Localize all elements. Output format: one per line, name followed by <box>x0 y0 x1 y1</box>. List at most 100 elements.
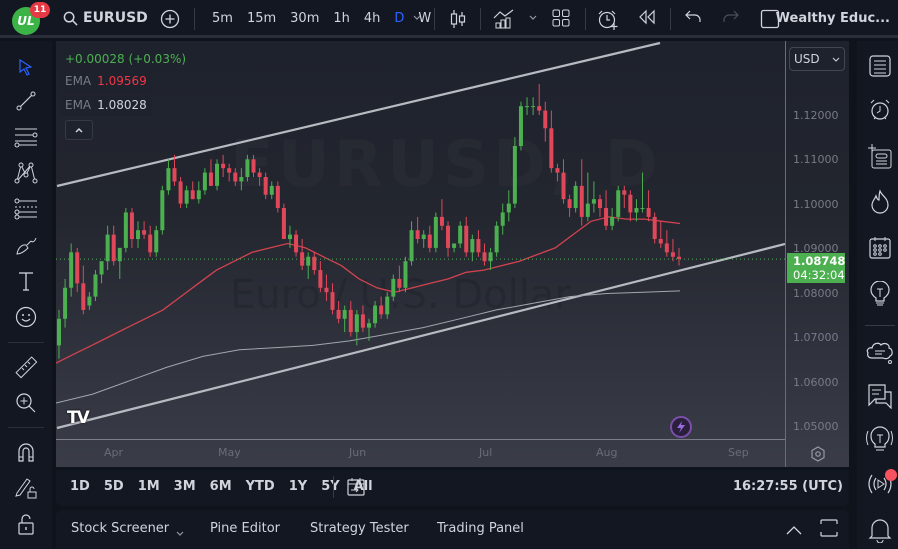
chevron-up-icon <box>786 526 802 535</box>
maximize-panel-button[interactable] <box>820 519 838 541</box>
interval-4h[interactable]: 4h <box>363 11 381 26</box>
data-window-button[interactable] <box>865 141 895 171</box>
expand-panel-button[interactable] <box>785 521 803 540</box>
time-tick: Sep <box>728 446 749 459</box>
data-window-icon <box>868 144 892 169</box>
watchlist-button[interactable] <box>865 51 895 81</box>
compare-add-button[interactable] <box>160 9 180 29</box>
measure-tool[interactable] <box>12 353 40 381</box>
time-tick: May <box>218 446 241 459</box>
range-5d[interactable]: 5D <box>103 479 124 494</box>
right-sidebar <box>853 41 898 549</box>
live-button[interactable] <box>865 469 895 499</box>
layouts-button[interactable] <box>552 9 570 27</box>
price-tick: 1.06000 <box>793 376 839 389</box>
calendar-icon <box>869 237 891 259</box>
ruler-icon <box>15 356 38 379</box>
time-axis-border <box>56 439 785 440</box>
chart-pane[interactable] <box>56 41 849 467</box>
undo-button[interactable] <box>684 9 702 23</box>
interval-15m[interactable]: 15m <box>246 11 277 26</box>
notifications-button[interactable] <box>865 515 895 545</box>
trend-line-tool[interactable] <box>12 87 40 115</box>
horizontal-lines-tool[interactable] <box>12 123 40 151</box>
ema-fast-legend[interactable]: EMA 1.09569 <box>60 72 152 92</box>
screener-dropdown[interactable] <box>175 523 185 542</box>
interval-w[interactable]: W <box>418 11 432 26</box>
interval-5m[interactable]: 5m <box>212 11 233 26</box>
ema-slow-label: EMA <box>65 98 92 112</box>
calendar-button[interactable] <box>865 233 895 263</box>
chart-settings-button[interactable] <box>810 446 826 466</box>
tab-trading-panel[interactable]: Trading Panel <box>437 521 524 536</box>
legend-collapse-button[interactable] <box>65 120 93 140</box>
range-5y[interactable]: 5Y <box>321 479 340 494</box>
unlock-tool[interactable] <box>12 510 40 538</box>
cursor-icon <box>19 58 33 76</box>
events-button[interactable] <box>670 416 692 438</box>
rewind-icon <box>639 9 655 25</box>
range-ytd[interactable]: YTD <box>245 479 275 494</box>
pattern-tool[interactable] <box>12 159 40 187</box>
fullscreen-toggle[interactable] <box>760 9 780 29</box>
chats-button[interactable] <box>865 337 895 367</box>
emoji-tool[interactable] <box>12 303 40 331</box>
chart-type-button[interactable] <box>449 9 467 29</box>
plus-circle-icon <box>160 9 180 29</box>
tab-pine-editor[interactable]: Pine Editor <box>210 521 281 536</box>
fib-tool[interactable] <box>12 195 40 223</box>
create-alert-button[interactable] <box>597 9 619 31</box>
interval-dropdown[interactable] <box>412 12 422 22</box>
search-icon <box>63 11 78 26</box>
range-1y[interactable]: 1Y <box>288 479 308 494</box>
notification-badge: 11 <box>30 2 50 18</box>
range-1d[interactable]: 1D <box>70 479 90 494</box>
replay-button[interactable] <box>638 9 656 25</box>
timezone-clock[interactable]: 16:27:55 (UTC) <box>732 479 843 494</box>
lock-drawings-tool[interactable] <box>12 474 40 502</box>
time-tick: Aug <box>596 446 618 459</box>
interval-selector: 5m 15m 30m 1h 4h D W <box>205 11 438 26</box>
range-3m[interactable]: 3M <box>173 479 196 494</box>
hotlist-button[interactable] <box>865 187 895 217</box>
price-tick: 1.10000 <box>793 198 839 211</box>
alerts-button[interactable] <box>865 95 895 125</box>
tradingview-logo[interactable]: TV <box>67 408 90 428</box>
hotlist-icon <box>871 189 889 214</box>
cursor-tool[interactable] <box>12 53 40 81</box>
alerts-icon <box>870 99 890 120</box>
interval-30m[interactable]: 30m <box>290 11 320 26</box>
symbol-search[interactable]: EURUSD <box>63 10 148 26</box>
ideas-button[interactable] <box>865 279 895 309</box>
interval-d[interactable]: D <box>394 11 405 26</box>
indicators-button[interactable] <box>493 9 515 29</box>
brush-tool[interactable] <box>12 231 40 259</box>
streams-button[interactable] <box>865 425 895 455</box>
text-tool[interactable] <box>12 267 40 295</box>
indicators-dropdown[interactable] <box>528 12 538 22</box>
brush-icon <box>16 237 37 255</box>
range-6m[interactable]: 6M <box>209 479 232 494</box>
pattern-icon <box>14 162 38 184</box>
account-name[interactable]: Wealthy Educ... <box>775 11 890 26</box>
sidebar-divider <box>865 325 895 326</box>
price-axis[interactable] <box>785 41 849 467</box>
go-to-date-button[interactable] <box>346 477 366 501</box>
symbol-name: EURUSD <box>83 10 148 26</box>
tab-strategy-tester[interactable]: Strategy Tester <box>310 521 409 536</box>
messages-button[interactable] <box>865 381 895 411</box>
ema-slow-legend[interactable]: EMA 1.08028 <box>60 96 152 116</box>
drawing-toolbar <box>0 41 52 549</box>
redo-button[interactable] <box>722 9 740 23</box>
zoom-in-tool[interactable] <box>12 389 40 417</box>
date-ranges: 1D 5D 1M 3M 6M YTD 1Y 5Y All <box>70 479 387 494</box>
currency-selector[interactable]: USD <box>789 47 845 71</box>
tab-stock-screener[interactable]: Stock Screener <box>71 521 170 536</box>
range-1m[interactable]: 1M <box>137 479 160 494</box>
magnet-tool[interactable] <box>12 438 40 466</box>
ema-slow-value: 1.08028 <box>97 98 147 112</box>
ema-fast-value: 1.09569 <box>97 74 147 88</box>
interval-1h[interactable]: 1h <box>333 11 350 26</box>
last-price-label: 1.08748 04:32:04 <box>787 253 845 283</box>
